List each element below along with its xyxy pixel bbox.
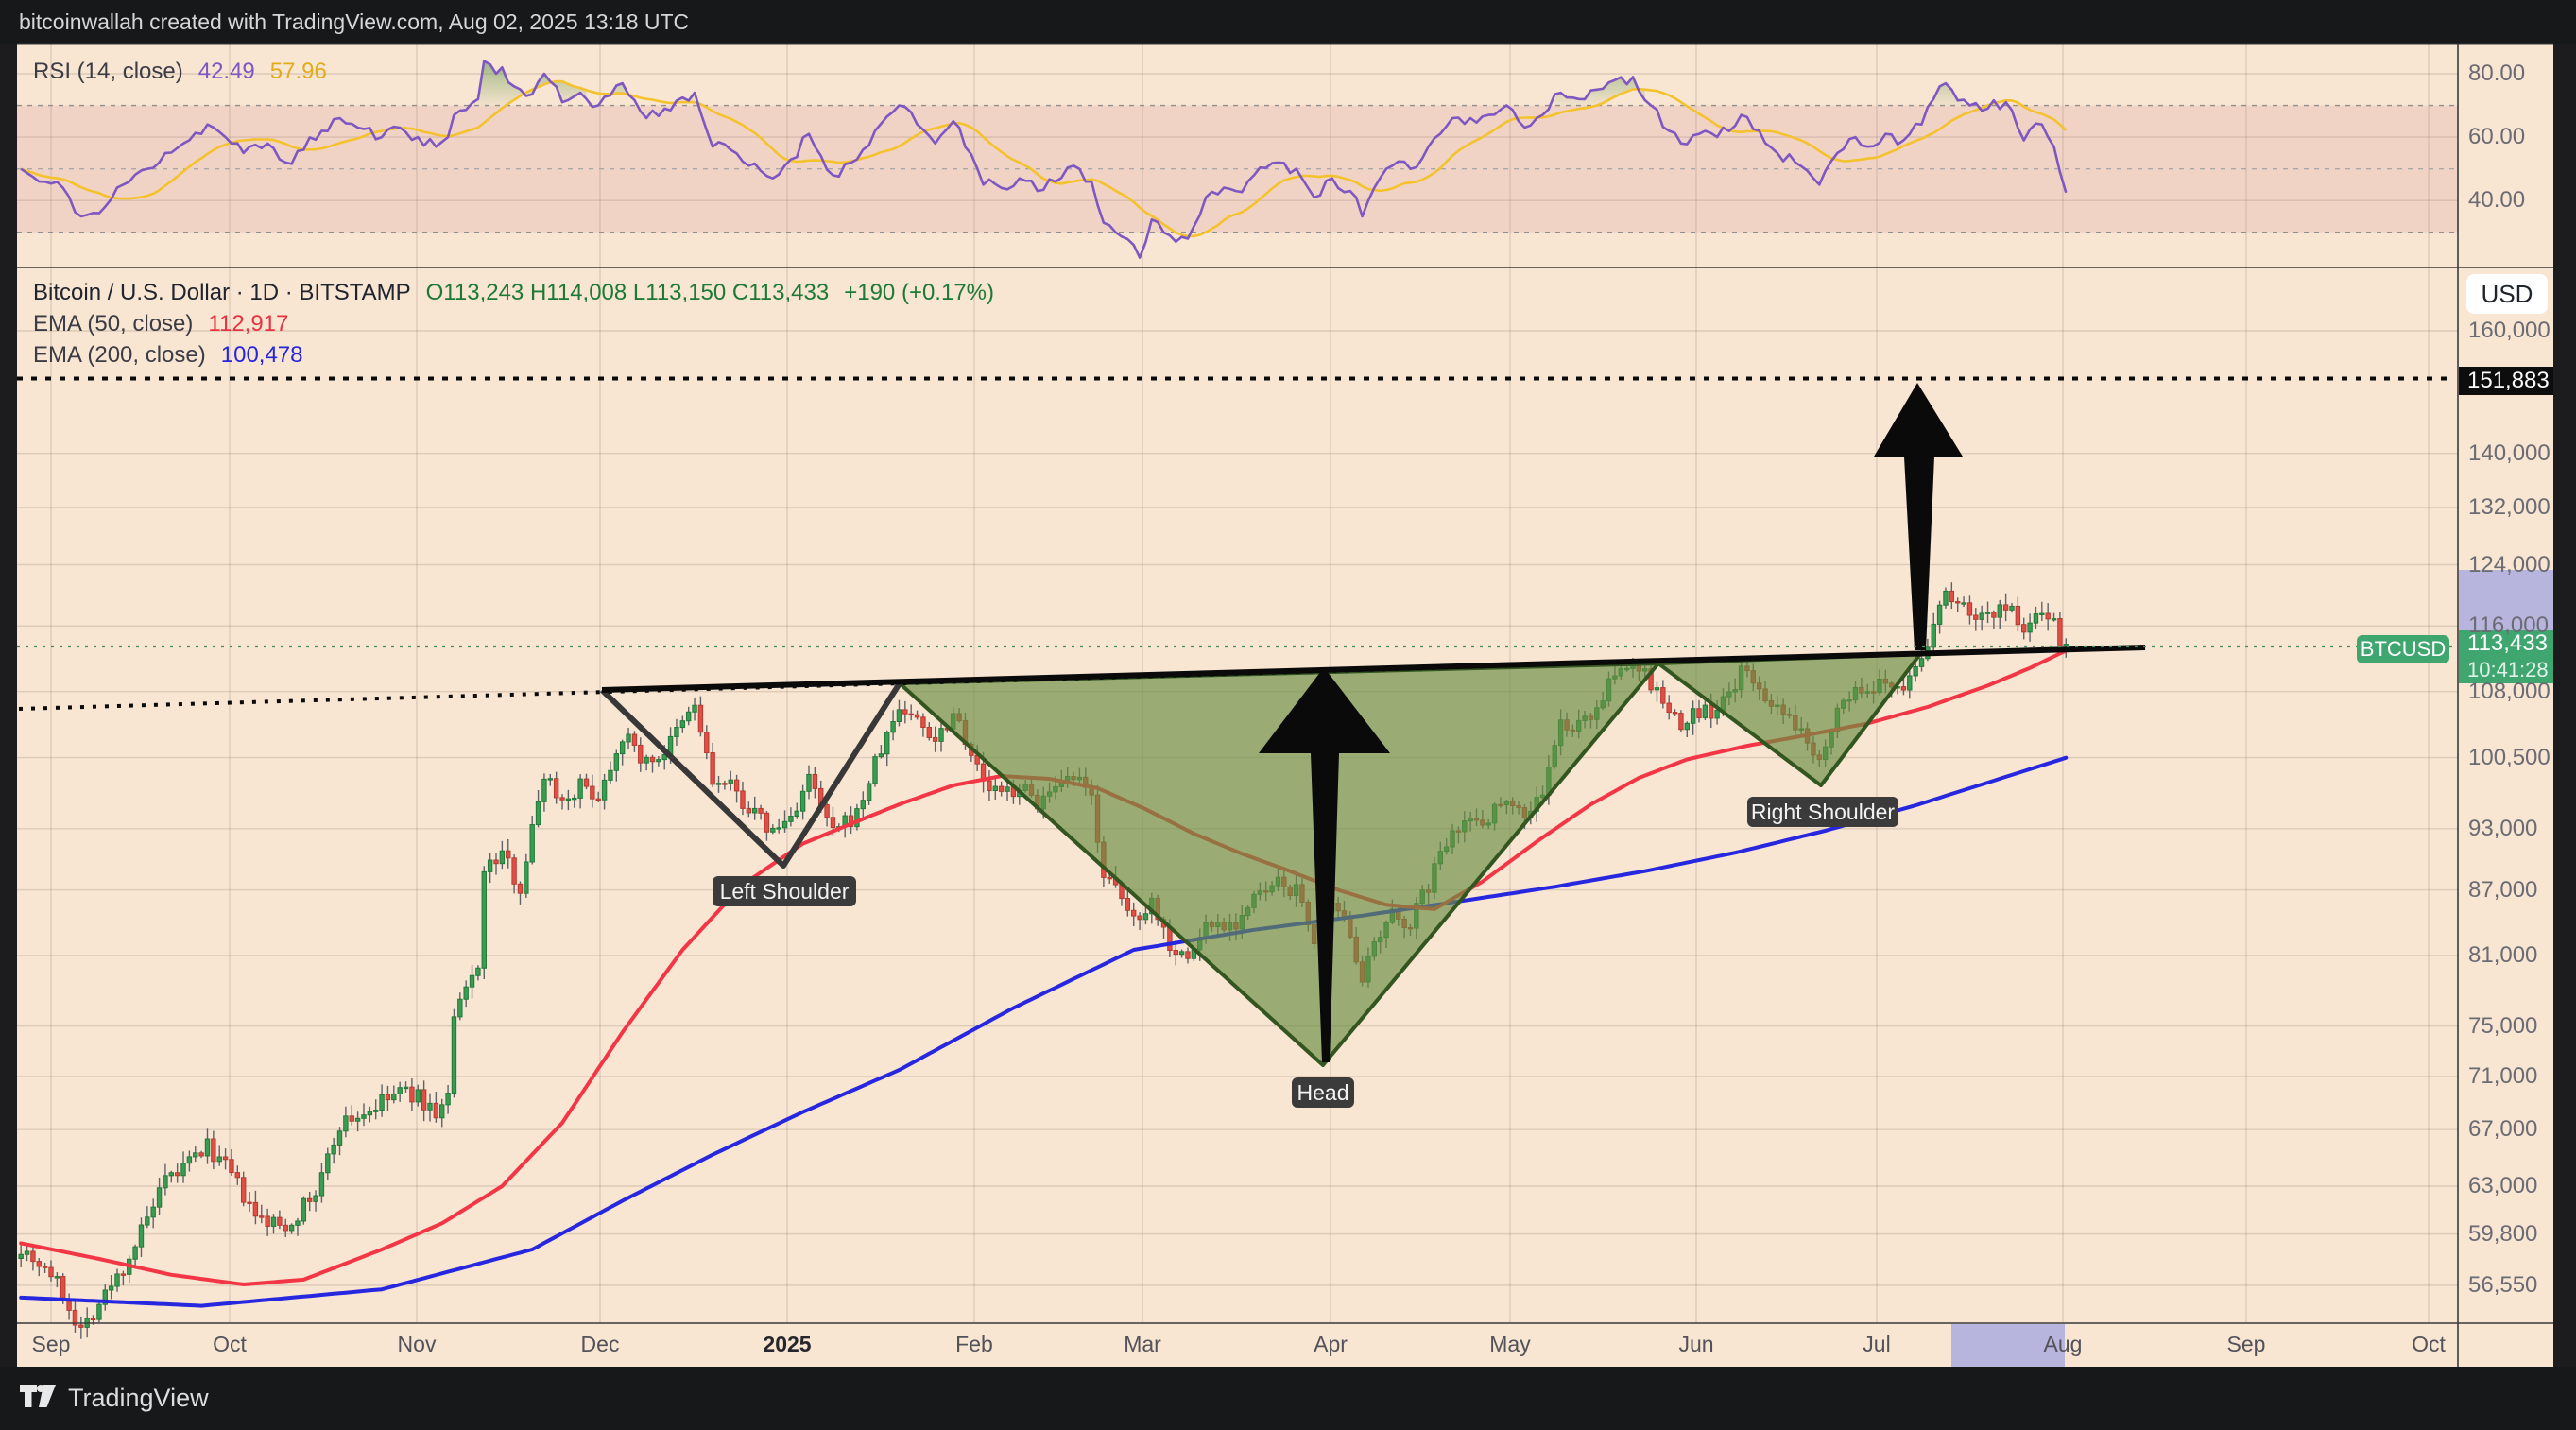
symbol-price-tag: BTCUSD (2357, 635, 2449, 663)
price-tick-label: 160,000 (2468, 318, 2550, 343)
time-scale-highlight (1951, 1324, 2065, 1367)
time-tick-label: Nov (397, 1332, 437, 1356)
price-tick-label: 75,000 (2468, 1012, 2538, 1039)
price-scale-highlight (2459, 570, 2553, 630)
tradingview-logo-icon[interactable] (19, 1382, 57, 1415)
time-tick-label: Mar (1124, 1332, 1161, 1356)
time-tick-label: Sep (31, 1332, 71, 1356)
price-tick-label: 108,000 (2468, 678, 2550, 704)
ema200-label: EMA (200, close) (33, 342, 206, 368)
ema50-legend[interactable]: EMA (50, close) 112,917 (33, 311, 288, 337)
last-price-label: 113,433 10:41:28 (2459, 630, 2553, 683)
time-tick-label: Feb (955, 1332, 993, 1356)
ohlc-values: O113,243 H114,008 L113,150 C113,433 (425, 280, 830, 305)
time-tick-label: Jun (1678, 1332, 1714, 1356)
ema50-value: 112,917 (208, 311, 289, 336)
footer-brand[interactable]: TradingView (68, 1384, 209, 1412)
currency-toggle-button[interactable]: USD (2466, 274, 2548, 314)
time-tick-label: Aug (2043, 1332, 2083, 1356)
ema50-label: EMA (50, close) (33, 311, 194, 336)
ema200-value: 100,478 (220, 342, 303, 368)
attribution-text: bitcoinwallah created with TradingView.c… (19, 9, 690, 34)
time-tick-label: Oct (2412, 1332, 2446, 1356)
symbol-legend[interactable]: Bitcoin / U.S. Dollar · 1D · BITSTAMP O1… (33, 280, 994, 306)
rsi-value: 42.49 (197, 59, 255, 84)
price-tick-label: 67,000 (2468, 1116, 2538, 1143)
price-tick-label: 93,000 (2468, 815, 2538, 841)
time-tick-label: Dec (580, 1332, 620, 1356)
last-price-value: 113,433 (2467, 630, 2548, 656)
time-tick-label: May (1489, 1332, 1531, 1356)
price-tick-label: 59,800 (2468, 1220, 2538, 1247)
price-tick-label: 132,000 (2468, 493, 2550, 520)
rsi-legend[interactable]: RSI (14, close) 42.49 57.96 (33, 59, 327, 85)
price-tick-label: 140,000 (2468, 439, 2550, 466)
price-tick-label: 56,550 (2468, 1271, 2538, 1298)
rsi-ma-value: 57.96 (269, 59, 327, 84)
price-tick-label: 100,500 (2468, 744, 2550, 770)
footer-bar: TradingView (0, 1367, 2576, 1430)
price-tick-label: 87,000 (2468, 876, 2538, 903)
alert-price-label[interactable]: 151,883 (2459, 367, 2553, 395)
rsi-tick-label: 40.00 (2468, 187, 2526, 214)
bar-countdown: 10:41:28 (2467, 658, 2549, 681)
time-tick-label: Jul (1863, 1332, 1891, 1356)
head-label[interactable]: Head (1292, 1077, 1354, 1108)
ema200-legend[interactable]: EMA (200, close) 100,478 (33, 342, 303, 369)
rsi-legend-title: RSI (14, close) (33, 59, 183, 84)
attribution-bar: bitcoinwallah created with TradingView.c… (0, 0, 2576, 44)
time-tick-label: Sep (2226, 1332, 2266, 1356)
time-tick-label: Oct (213, 1332, 247, 1356)
rsi-tick-label: 80.00 (2468, 60, 2526, 86)
change-value: +190 (+0.17%) (844, 280, 994, 305)
price-tick-label: 63,000 (2468, 1173, 2538, 1198)
symbol-title: Bitcoin / U.S. Dollar · 1D · BITSTAMP (33, 280, 411, 305)
left-shoulder-label[interactable]: Left Shoulder (713, 876, 856, 906)
rsi-tick-label: 60.00 (2468, 124, 2526, 150)
price-tick-label: 124,000 (2468, 551, 2550, 577)
price-tick-label: 81,000 (2468, 941, 2538, 968)
price-tick-label: 71,000 (2468, 1062, 2538, 1089)
right-shoulder-label[interactable]: Right Shoulder (1747, 797, 1898, 827)
time-tick-label: 2025 (763, 1332, 812, 1356)
time-tick-label: Apr (1314, 1332, 1348, 1356)
price-tick-label: 116,000 (2468, 612, 2549, 639)
